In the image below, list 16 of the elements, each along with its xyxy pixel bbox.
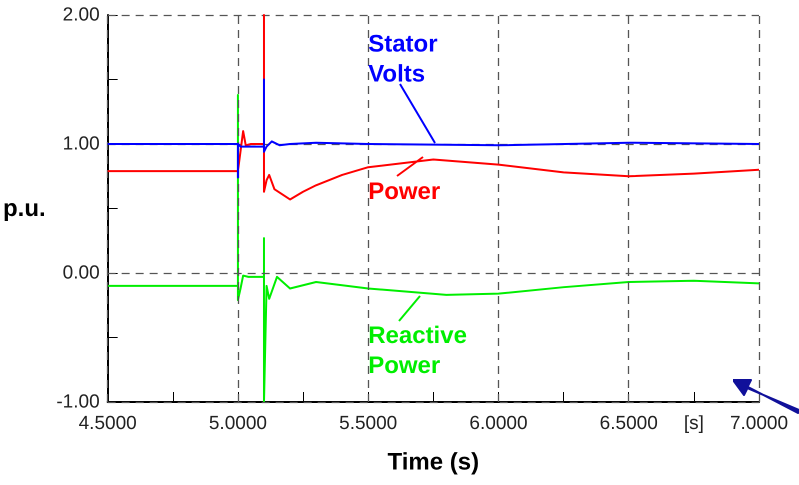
x-tick-label: 5.0000 <box>208 413 267 434</box>
y-tick-label: 0.00 <box>62 262 100 284</box>
x-axis-title: Time (s) <box>388 448 480 476</box>
x-tick-label: 7.0000 <box>730 413 788 434</box>
x-tick-label: 6.5000 <box>600 413 658 434</box>
x-tick-label: 4.5000 <box>78 413 137 434</box>
y-tick-label: 1.00 <box>62 134 100 154</box>
x-tick-label: [s] <box>684 413 704 434</box>
x-tick-label: 5.5000 <box>339 413 398 434</box>
y-axis-title: p.u. <box>3 195 46 222</box>
y-tick-label: -1.00 <box>56 392 100 412</box>
text: Stator Volts <box>368 30 438 88</box>
y-tick-label: 2.00 <box>62 4 100 26</box>
legend-label: Power <box>368 178 440 206</box>
x-tick-label: 6.0000 <box>469 413 528 434</box>
legend-label: Reactive Power <box>368 322 467 379</box>
